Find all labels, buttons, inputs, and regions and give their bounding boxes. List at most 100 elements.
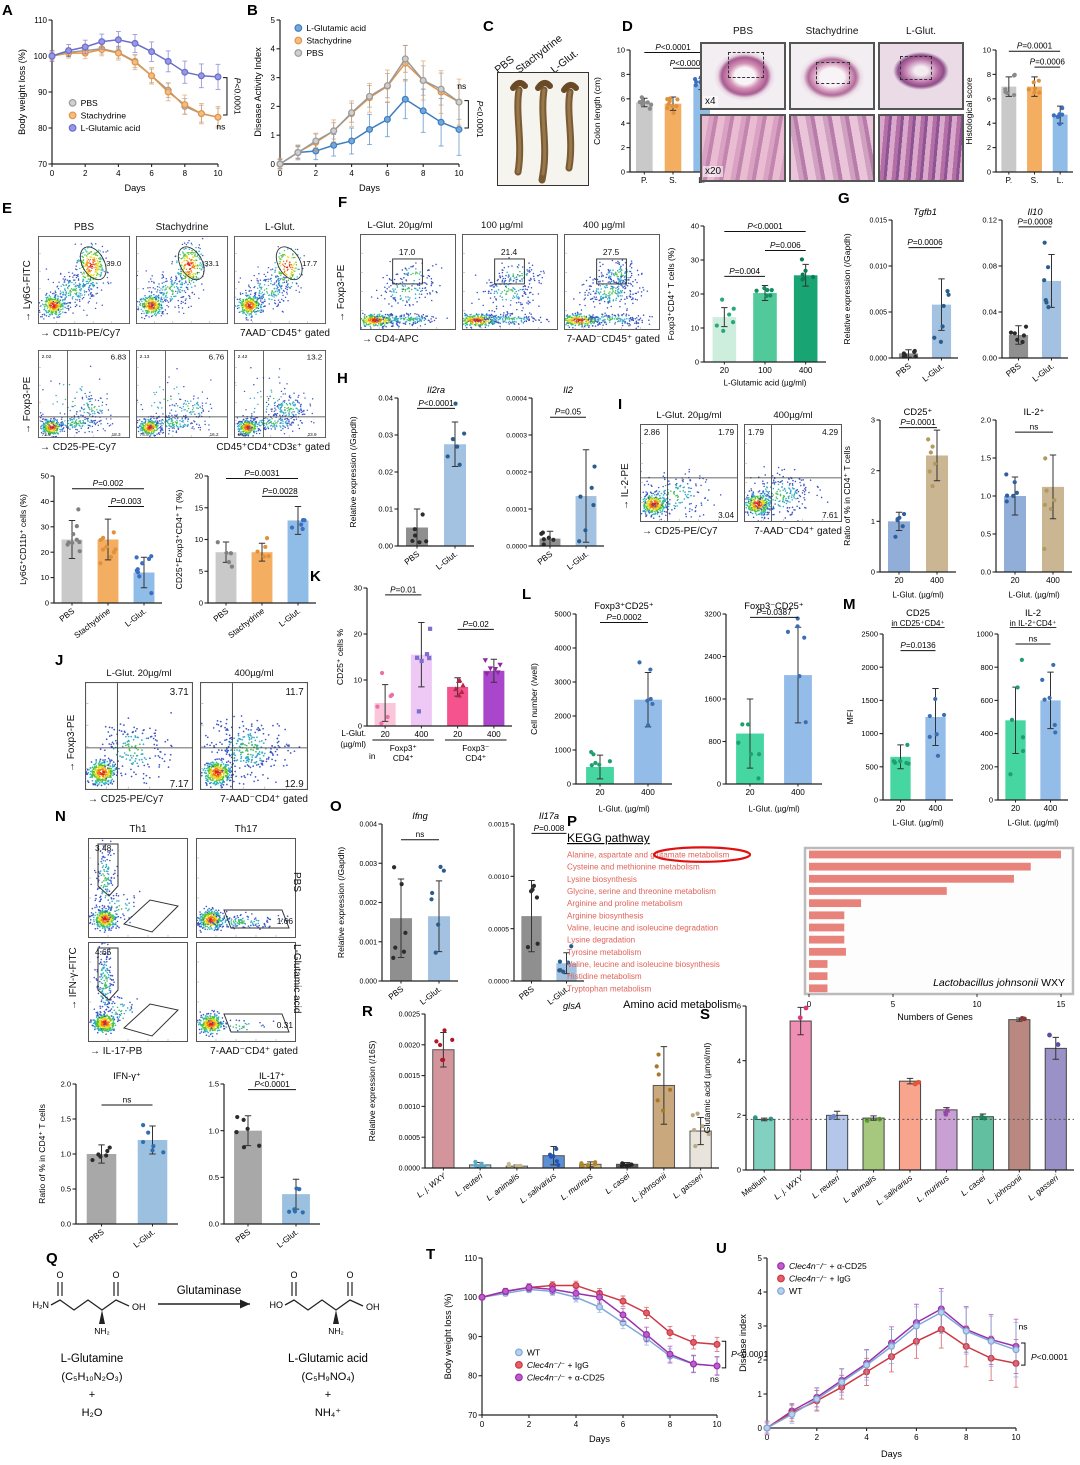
flow-gate-caption: CD45⁺CD4⁺CD3ε⁺ gated — [216, 442, 330, 453]
svg-text:S.: S. — [1031, 176, 1039, 185]
chart-body-weight-loss: 70 80 90 100 110 0 2 4 6 8 10 Body weight loss (%) D… — [14, 12, 246, 194]
flow-row-title-pbs: PBS — [291, 872, 302, 893]
panel-label-U: U — [716, 1240, 727, 1257]
svg-text:15: 15 — [195, 503, 203, 512]
flow-plot: 0.31 — [196, 942, 296, 1042]
panel-label-N: N — [55, 808, 66, 825]
svg-text:P.: P. — [641, 176, 648, 185]
panel-label-P: P — [567, 813, 578, 830]
svg-text:100: 100 — [34, 52, 48, 61]
flow-title: Stachydrine — [155, 222, 209, 233]
svg-text:Stachydrine: Stachydrine — [81, 110, 127, 120]
svg-text:6: 6 — [621, 94, 625, 103]
svg-text:8: 8 — [621, 70, 625, 79]
flow-x-axis-label: CD25-PE/Cy7 — [642, 526, 718, 537]
flow-gate-caption: 7-AAD⁻CD4⁺ gated — [754, 526, 842, 537]
panel-label-F: F — [338, 194, 348, 211]
svg-text:3: 3 — [271, 73, 276, 82]
hist-image-lglut-x20 — [878, 114, 964, 182]
svg-text:0: 0 — [987, 168, 991, 177]
flow-y-axis-label: Foxp3-PE — [22, 377, 33, 434]
svg-text:4: 4 — [349, 169, 354, 178]
svg-text:Days: Days — [125, 183, 146, 193]
hist-col-title-pbs: PBS — [732, 26, 753, 37]
flow-row-title-lglut: L-Glutamic acid — [291, 944, 302, 1014]
flow-title: L-Glut. 20µg/ml — [106, 668, 172, 679]
svg-text:Days: Days — [359, 183, 380, 193]
flow-plot: 21.4 — [462, 234, 558, 330]
chart-il2ra: 0.00 0.01 0.02 0.03 0.04 PBS L-Glut. Relative e… — [348, 384, 480, 590]
panel-label-K: K — [310, 568, 321, 585]
hist-zoom-box — [816, 62, 850, 84]
chart-il2: 0.0000 0.0001 0.0002 0.0003 0.0004 PBS L-Glut.… — [486, 384, 610, 590]
svg-text:0: 0 — [278, 169, 283, 178]
panel-label-I: I — [618, 396, 623, 413]
svg-text:P<0.0001: P<0.0001 — [475, 101, 485, 138]
chart-cd25-ratio: 0 1 2 3 20 400 Ratio of % in CD4⁺ T cells L-Glu… — [840, 402, 962, 600]
svg-text:0: 0 — [45, 599, 49, 608]
svg-text:2: 2 — [314, 169, 319, 178]
svg-text:2.42: 2.42 — [238, 354, 248, 360]
svg-text:6: 6 — [987, 94, 991, 103]
reaction-scheme: H₂N O O OH NH₂ HO O O OH NH₂ Glutaminase L-Glutamin… — [28, 1260, 423, 1460]
panel-label-T: T — [426, 1246, 436, 1263]
svg-text:P=0.003: P=0.003 — [111, 497, 142, 506]
svg-text:10: 10 — [214, 169, 223, 178]
hist-image-stachydrine-x20 — [789, 114, 875, 182]
panel-label-J: J — [55, 652, 64, 669]
svg-text:70: 70 — [38, 160, 47, 169]
flow-col-title-th17: Th17 — [234, 824, 258, 835]
svg-text:18.3: 18.3 — [112, 432, 121, 437]
svg-text:PBS: PBS — [212, 606, 231, 624]
panel-label-H: H — [337, 370, 348, 387]
svg-text:6.76: 6.76 — [209, 353, 225, 362]
chart-cd25-cells-pct: 0 10 20 30 20 400 20 400 CD25⁺ cells % P=0.01 P=0.… — [333, 576, 518, 784]
flow-col-title-th1: Th1 — [129, 824, 147, 835]
svg-text:39.0: 39.0 — [106, 259, 121, 268]
svg-text:2: 2 — [83, 169, 88, 178]
svg-text:P.: P. — [1005, 176, 1012, 185]
flow-title: 100 µg/ml — [481, 220, 523, 231]
svg-text:4: 4 — [987, 119, 991, 128]
svg-text:L.: L. — [1057, 176, 1064, 185]
svg-text:5: 5 — [199, 567, 203, 576]
svg-text:L-Glut.: L-Glut. — [277, 606, 302, 628]
hist-col-title-lglut: L-Glut. — [905, 26, 936, 37]
svg-text:33.1: 33.1 — [204, 259, 219, 268]
chart-ifng-ratio: 0.0 0.5 1.0 1.5 2.0 PBS L-Glut. Ratio of % in C… — [36, 1070, 184, 1262]
panel-label-S: S — [700, 1006, 711, 1023]
flow-gate-caption: 7-AAD⁻CD45⁺ gated — [566, 334, 660, 345]
panel-label-L: L — [522, 586, 532, 603]
svg-text:PBS: PBS — [58, 606, 77, 624]
svg-text:Stachydrine: Stachydrine — [227, 606, 267, 640]
chart-cd25-mfi: 0 500 1000 1500 2000 2500 20 400 MFI L-Glut. (µg/… — [843, 606, 959, 828]
svg-text:Body weight loss (%): Body weight loss (%) — [17, 49, 27, 135]
panel-label-A: A — [2, 2, 13, 19]
svg-text:PBS: PBS — [306, 48, 323, 58]
hist-image-stachydrine-x4 — [789, 42, 875, 110]
chart-disease-activity-index: 0 1 2 3 4 5 0 2 4 6 8 10 Disease Activity Index Days L… — [250, 12, 485, 194]
svg-text:6: 6 — [385, 169, 390, 178]
panel-label-E: E — [2, 200, 13, 217]
flow-plot: 17.0 — [360, 234, 456, 330]
flow-plot: 33.1 — [136, 236, 228, 324]
svg-text:16.2: 16.2 — [210, 432, 219, 437]
svg-text:Stachydrine: Stachydrine — [73, 606, 113, 640]
svg-text:23.9: 23.9 — [308, 432, 317, 437]
svg-text:L-Glutamic acid: L-Glutamic acid — [81, 123, 141, 133]
chart-foxp3neg-cd25pos-count: 0 800 1600 2400 3200 20 400 L-Glut. (µg/ml) Foxp… — [686, 596, 828, 814]
svg-text:Disease Activity Index: Disease Activity Index — [253, 47, 263, 137]
panel-label-O: O — [330, 798, 342, 815]
svg-text:40: 40 — [41, 497, 49, 506]
flow-plot: 2.13 6.76 74.9 16.2 — [136, 350, 228, 438]
svg-text:5: 5 — [271, 16, 276, 25]
flow-x-axis-label: IL-17-PB — [90, 1046, 142, 1057]
svg-text:0: 0 — [621, 168, 625, 177]
svg-text:S.: S. — [669, 176, 677, 185]
flow-x-axis-label: CD11b-PE/Cy7 — [40, 328, 121, 339]
svg-text:0: 0 — [271, 160, 276, 169]
flow-title: L-Glut. — [264, 222, 295, 233]
svg-text:6.83: 6.83 — [111, 353, 127, 362]
chart-il17a-expression: 0.0000 0.0005 0.0010 0.0015 PBS L-Glut. Il17a P… — [468, 810, 590, 1025]
